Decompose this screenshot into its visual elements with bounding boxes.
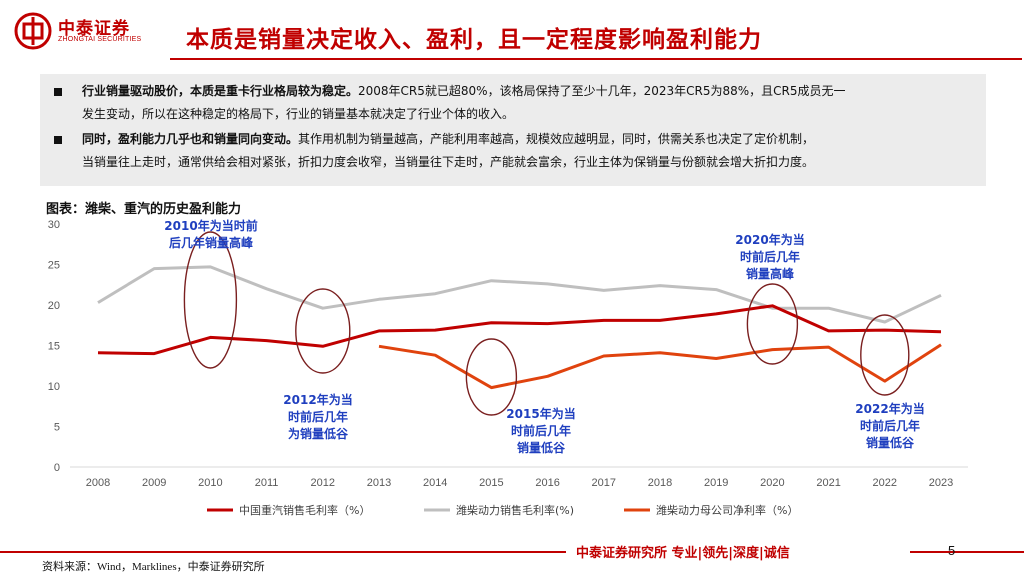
legend-label: 中国重汽销售毛利率（%） [239, 503, 370, 517]
title-divider [170, 58, 1022, 60]
highlight-ellipse [465, 338, 518, 416]
legend-label: 潍柴动力母公司净利率（%） [656, 503, 798, 517]
annotation-label: 2020年为当 [735, 232, 804, 247]
source-note: 资料来源：Wind，Marklines，中泰证券研究所 [42, 561, 265, 573]
bullet-2-bold: 同时，盈利能力几乎也和销量同向变动。 [82, 132, 299, 146]
x-tick-label: 2016 [535, 477, 559, 489]
highlight-ellipse [183, 231, 238, 369]
annotation-label: 时前后几年 [860, 418, 920, 433]
y-tick-label: 15 [48, 341, 60, 353]
x-tick-label: 2014 [423, 477, 447, 489]
annotation-label: 销量低谷 [866, 435, 915, 450]
footer-tagline: 中泰证券研究所 专业|领先|深度|诚信 [576, 546, 790, 561]
x-tick-label: 2012 [311, 477, 335, 489]
x-tick-label: 2017 [592, 477, 616, 489]
logo-cn-text: 中泰证券 [58, 19, 130, 39]
y-tick-label: 30 [48, 219, 60, 231]
highlight-ellipse [746, 283, 799, 365]
bullet-square-icon [54, 88, 62, 96]
legend-label: 潍柴动力销售毛利率(%) [456, 503, 574, 517]
footer-rule-right [910, 551, 1024, 553]
x-tick-label: 2008 [86, 477, 110, 489]
bullet-square-icon [54, 136, 62, 144]
annotation-label: 2015年为当 [506, 406, 575, 421]
bullet-1-line-2: 发生变动，所以在这种稳定的格局下，行业的销量基本就决定了行业个体的收入。 [82, 107, 515, 121]
summary-box: 行业销量驱动股价，本质是重卡行业格局较为稳定。2008年CR5就已超80%，该格… [40, 74, 986, 186]
annotation-label: 时前后几年 [740, 249, 800, 264]
series-line [378, 343, 942, 390]
page-number: 5 [948, 543, 956, 558]
highlight-ellipse [295, 288, 351, 374]
x-tick-label: 2019 [704, 477, 728, 489]
profitability-line-chart: 0 5 10 15 20 25 30 2008 2009 2010 2011 2012 2013 2014… [48, 218, 968, 517]
page-title: 本质是销量决定收入、盈利，且一定程度影响盈利能力 [186, 27, 762, 53]
bullet-2-line-1: 其作用机制为销量越高，产能利用率越高，规模效应越明显，同时，供需关系也决定了定价… [298, 132, 815, 146]
x-tick-label: 2009 [142, 477, 166, 489]
x-tick-label: 2011 [255, 477, 279, 489]
y-tick-label: 0 [54, 462, 60, 474]
company-logo: 中泰证券 ZHONGTAI SECURITIES [14, 12, 164, 52]
x-tick-label: 2010 [198, 477, 222, 489]
annotation-label: 销量高峰 [746, 266, 795, 281]
bullet-2-line-2: 当销量往上走时，通常供给会相对紧张，折扣力度会收窄，当销量往下走时，产能就会富余… [82, 155, 815, 169]
annotation-label: 时前后几年 [511, 423, 571, 438]
y-tick-label: 25 [48, 260, 60, 272]
annotation-label: 为销量低谷 [288, 426, 349, 441]
x-tick-label: 2023 [929, 477, 953, 489]
series-line [97, 304, 942, 356]
footer-rule-left [0, 551, 566, 553]
y-tick-label: 20 [48, 300, 60, 312]
annotation-label: 2022年为当 [855, 401, 924, 416]
x-tick-label: 2020 [760, 477, 784, 489]
x-tick-label: 2018 [648, 477, 672, 489]
series-line [97, 265, 942, 324]
x-tick-label: 2022 [873, 477, 897, 489]
y-tick-label: 5 [54, 422, 60, 434]
annotation-label: 销量低谷 [517, 440, 566, 455]
logo-mark-icon [14, 12, 52, 50]
logo-en-text: ZHONGTAI SECURITIES [58, 36, 142, 43]
y-tick-label: 10 [48, 381, 60, 393]
highlight-ellipse [860, 314, 910, 396]
x-tick-label: 2021 [816, 477, 840, 489]
x-tick-label: 2013 [367, 477, 391, 489]
bullet-1-line-1: 2008年CR5就已超80%，该格局保持了至少十几年，2023年CR5为88%，… [358, 84, 846, 98]
bullet-1-bold: 行业销量驱动股价，本质是重卡行业格局较为稳定。 [82, 84, 359, 98]
annotation-label: 时前后几年 [288, 409, 348, 424]
annotation-label: 2012年为当 [283, 392, 352, 407]
x-tick-label: 2015 [479, 477, 503, 489]
figure-title: 图表：潍柴、重汽的历史盈利能力 [46, 202, 242, 217]
annotation-label: 2010年为当时前 [164, 218, 257, 233]
annotation-label: 后几年销量高峰 [169, 235, 254, 250]
